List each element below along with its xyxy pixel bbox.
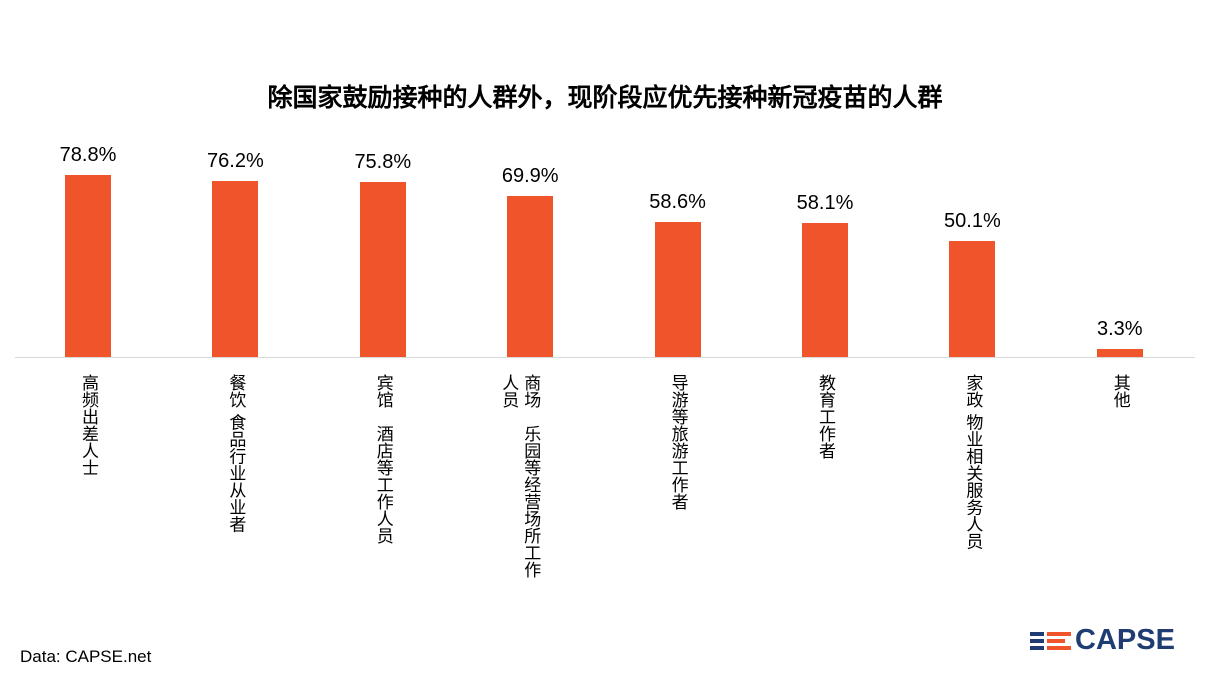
data-label-1: 76.2% (207, 149, 264, 172)
category-label-5: 教育工作者 (815, 374, 835, 459)
data-label-5: 58.1% (796, 191, 854, 214)
bar-5 (802, 222, 848, 357)
category-label-6: 家政 物业相关服务人员 (962, 374, 983, 550)
bar-7 (1096, 349, 1143, 357)
data-label-7: 3.3% (1097, 318, 1143, 341)
category-label-2: 宾馆 酒店等工作人员 (372, 374, 393, 544)
data-label-4: 58.6% (649, 190, 706, 213)
data-label-3: 69.9% (501, 164, 559, 187)
category-label-3: 商场 乐园等经营场所工作人员 (498, 374, 541, 578)
category-label-1: 餐饮 食品行业从业者 (225, 374, 246, 533)
logo-text: CAPSE (1075, 624, 1175, 656)
source-note: Data: CAPSE.net (20, 647, 152, 666)
category-label-0: 高频出差人士 (78, 374, 98, 476)
data-label-2: 75.8% (354, 150, 412, 173)
category-label-4: 导游等旅游工作者 (667, 374, 688, 510)
logo-stripes-icon (1030, 631, 1071, 650)
bar-6 (949, 241, 996, 357)
bar-0 (65, 174, 111, 357)
category-label-7: 其他 (1109, 374, 1130, 408)
data-label-6: 50.1% (944, 210, 1001, 233)
bar-2 (359, 181, 406, 357)
bar-4 (654, 221, 701, 357)
bar-1 (212, 180, 259, 357)
data-label-0: 78.8% (59, 143, 117, 166)
bar-3 (507, 195, 554, 357)
capse-logo: CAPSE (1030, 624, 1175, 657)
chart-title: 除国家鼓励接种的人群外，现阶段应优先接种新冠疫苗的人群 (267, 83, 943, 112)
x-axis-line (15, 357, 1195, 358)
